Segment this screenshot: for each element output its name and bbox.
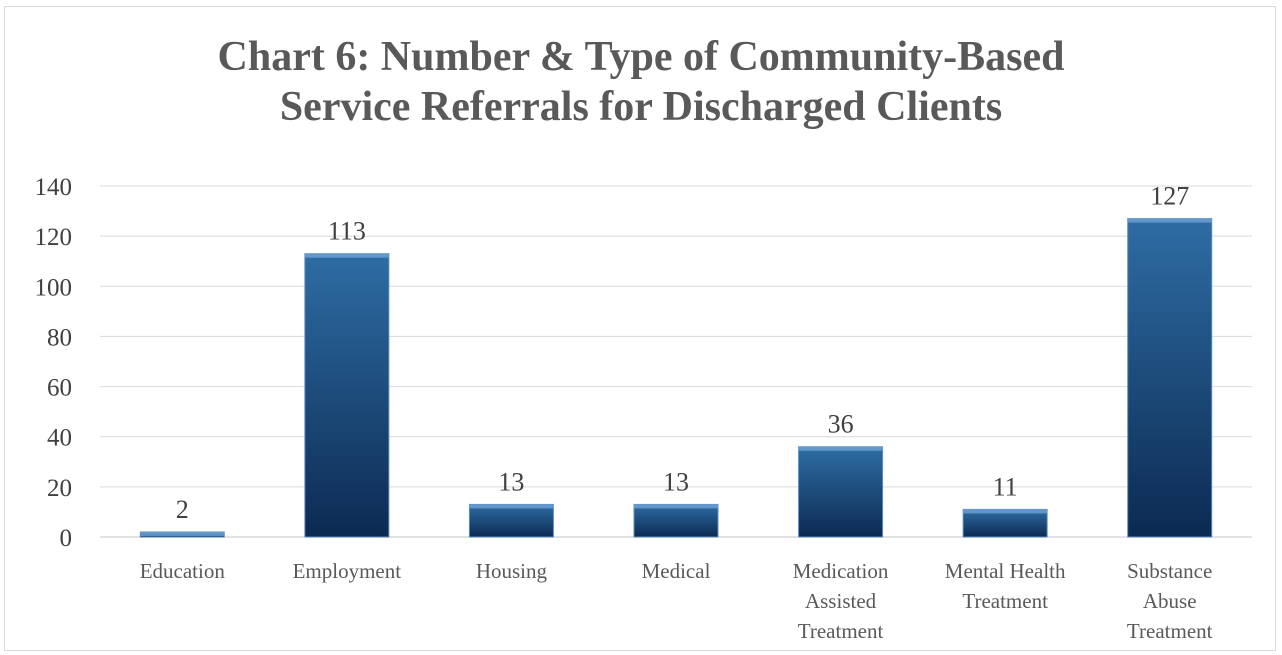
y-tick-label: 100 xyxy=(35,274,73,301)
data-label: 2 xyxy=(176,495,189,524)
data-label: 13 xyxy=(498,467,524,496)
y-tick-label: 0 xyxy=(60,525,73,552)
category-label-line: Employment xyxy=(293,559,402,583)
category-label: Medical xyxy=(642,559,711,583)
chart-title-line-1: Chart 6: Number & Type of Community-Base… xyxy=(217,34,1065,80)
category-label-line: Mental Health xyxy=(945,559,1066,583)
category-label: Substance Abuse Treatment xyxy=(1127,559,1213,643)
bar-highlight xyxy=(1127,218,1212,223)
category-label: Education xyxy=(140,559,226,583)
bar xyxy=(468,503,554,538)
y-axis-ticks: 0 20 40 60 80 100 120 140 xyxy=(35,174,73,552)
y-tick-label: 140 xyxy=(35,174,73,201)
y-tick-label: 20 xyxy=(47,475,72,502)
data-label: 36 xyxy=(828,410,854,439)
bar-highlight xyxy=(634,504,718,509)
category-label-line: Housing xyxy=(476,559,548,583)
bar-highlight xyxy=(469,504,554,509)
bar xyxy=(633,503,719,538)
data-labels: 2 113 13 13 36 11 127 xyxy=(176,182,1189,524)
category-label-line: Treatment xyxy=(798,619,884,643)
category-label-line: Abuse xyxy=(1143,589,1197,613)
category-label: Housing xyxy=(476,559,548,583)
chart-title: Chart 6: Number & Type of Community-Base… xyxy=(0,32,1282,132)
y-tick-label: 40 xyxy=(47,425,72,452)
bar-highlight xyxy=(963,509,1048,514)
bar xyxy=(962,508,1048,538)
category-label: Medication Assisted Treatment xyxy=(793,559,889,643)
chart-title-line-2: Service Referrals for Discharged Clients xyxy=(279,84,1003,130)
category-label-line: Treatment xyxy=(1127,619,1213,643)
bar xyxy=(1127,218,1213,538)
bars xyxy=(139,218,1213,538)
chart-frame xyxy=(4,6,1276,651)
bar-highlight xyxy=(798,446,883,451)
category-label: Mental Health Treatment xyxy=(945,559,1066,613)
bar xyxy=(304,253,390,538)
data-label: 11 xyxy=(993,472,1018,501)
category-label-line: Assisted xyxy=(805,589,877,613)
gridlines xyxy=(100,185,1252,538)
y-tick-label: 80 xyxy=(47,324,72,351)
bar-highlight xyxy=(304,253,389,258)
bar-highlight xyxy=(140,531,225,536)
category-label-line: Substance xyxy=(1127,559,1212,583)
category-label-line: Medical xyxy=(642,559,711,583)
category-labels: Education Employment Housing Medical Medicat… xyxy=(140,559,1213,643)
data-label: 113 xyxy=(328,217,366,246)
category-label-line: Medication xyxy=(793,559,889,583)
bar xyxy=(798,446,884,538)
category-label-line: Treatment xyxy=(962,589,1048,613)
y-tick-label: 120 xyxy=(35,224,73,251)
data-label: 127 xyxy=(1150,182,1189,211)
category-label: Employment xyxy=(293,559,402,583)
y-tick-label: 60 xyxy=(47,375,72,402)
data-label: 13 xyxy=(663,467,689,496)
category-label-line: Education xyxy=(140,559,226,583)
